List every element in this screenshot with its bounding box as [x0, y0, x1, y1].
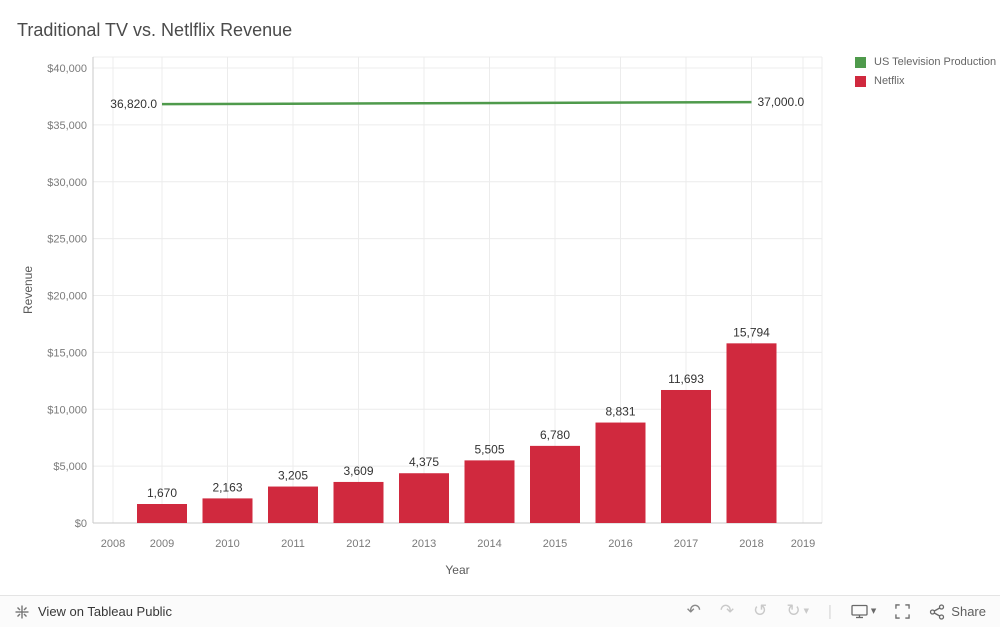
legend-item-us-television-production[interactable]: US Television Production: [855, 56, 996, 68]
share-button[interactable]: Share: [929, 603, 986, 620]
bar-2017[interactable]: [661, 389, 711, 523]
bar-value-label: 4,375: [409, 455, 439, 469]
bar-value-label: 2,163: [212, 480, 242, 494]
toolbar-buttons: ↶ ↷ ↺ ↻ ▼ | ▼: [687, 603, 986, 621]
tableau-public-link[interactable]: View on Tableau Public: [14, 604, 172, 620]
bar-2011[interactable]: [268, 486, 318, 523]
x-tick-label: 2008: [101, 538, 125, 550]
bar-2016[interactable]: [595, 422, 646, 523]
undo-button[interactable]: ↶: [687, 603, 701, 620]
reset-button[interactable]: ↺: [753, 603, 767, 620]
y-tick-label: $15,000: [47, 347, 87, 359]
y-tick-label: $30,000: [47, 177, 87, 189]
y-tick-label: $40,000: [47, 63, 87, 75]
chart-title: Traditional TV vs. Netlflix Revenue: [17, 20, 293, 40]
bar-2009[interactable]: [137, 504, 187, 523]
bar-value-label: 3,609: [343, 464, 373, 478]
toolbar-separator: |: [828, 603, 832, 620]
redo-icon: ↷: [719, 601, 735, 621]
bar-2013[interactable]: [399, 473, 449, 523]
tableau-logo-icon: [15, 605, 29, 618]
y-tick-label: $0: [75, 518, 87, 530]
fullscreen-button[interactable]: [895, 604, 911, 619]
revenue-chart: 2008 2009 2010 2011 2012 2013 2014 2015 2016 2017…: [47, 56, 823, 550]
x-tick-label: 2019: [791, 538, 815, 550]
y-tick-label: $10,000: [47, 404, 87, 416]
bar-2010[interactable]: [202, 498, 253, 523]
toolbar-footer: View on Tableau Public ↶ ↷ ↺ ↻ ▼ |: [0, 595, 1000, 627]
bar-2015[interactable]: [530, 445, 580, 523]
y-tick-label: $25,000: [47, 234, 87, 246]
bar-value-label: 15,794: [733, 325, 770, 339]
x-tick-label: 2016: [608, 538, 632, 550]
caret-down-icon: ▼: [870, 607, 877, 615]
bar-value-label: 1,670: [147, 486, 177, 500]
y-tick-label: $5,000: [53, 461, 87, 473]
undo-icon: ↶: [686, 601, 701, 621]
bar-value-label: 11,693: [668, 372, 704, 386]
x-tick-label: 2015: [543, 538, 567, 550]
refresh-icon: ↻: [786, 601, 801, 621]
y-axis-title: Revenue: [21, 265, 35, 315]
x-tick-label: 2009: [150, 538, 174, 550]
share-icon: [930, 603, 945, 620]
x-tick-label: 2014: [477, 538, 501, 550]
x-tick-label: 2011: [281, 538, 305, 550]
caret-down-icon: ▼: [803, 607, 809, 615]
bar-2014[interactable]: [464, 460, 515, 523]
legend-swatch-green-icon: [855, 56, 866, 68]
view-on-tableau-public-label: View on Tableau Public: [38, 604, 172, 619]
bar-2012[interactable]: [333, 481, 384, 523]
bar-value-label: 5,505: [474, 442, 504, 456]
y-tick-label: $20,000: [47, 291, 87, 303]
legend: US Television Production Netflix: [855, 56, 996, 87]
line-endpoint-label-end: 37,000.0: [758, 95, 805, 109]
legend-swatch-red-icon: [855, 75, 866, 87]
bar-value-label: 3,205: [278, 469, 308, 483]
redo-button[interactable]: ↷: [720, 603, 734, 620]
fullscreen-icon: [895, 604, 911, 619]
bar-value-label: 8,831: [605, 405, 635, 419]
x-tick-label: 2017: [674, 538, 698, 550]
device-preview-icon: [851, 604, 868, 619]
legend-label: Netflix: [874, 75, 905, 87]
share-label: Share: [951, 604, 986, 619]
x-tick-label: 2013: [412, 538, 436, 550]
x-tick-label: 2012: [346, 538, 370, 550]
line-endpoint-label-start: 36,820.0: [110, 97, 157, 111]
refresh-button[interactable]: ↻ ▼: [786, 603, 809, 620]
bar-2018[interactable]: [726, 343, 777, 523]
legend-item-netflix[interactable]: Netflix: [855, 75, 996, 87]
line-us-television-production[interactable]: [161, 100, 752, 106]
legend-label: US Television Production: [874, 56, 997, 68]
x-axis-title: Year: [445, 563, 470, 577]
x-tick-label: 2018: [739, 538, 763, 550]
x-tick-label: 2010: [215, 538, 239, 550]
y-tick-label: $35,000: [47, 120, 87, 132]
device-preview-button[interactable]: ▼: [851, 604, 876, 619]
reset-icon: ↺: [753, 601, 768, 621]
bar-value-label: 6,780: [540, 428, 570, 442]
